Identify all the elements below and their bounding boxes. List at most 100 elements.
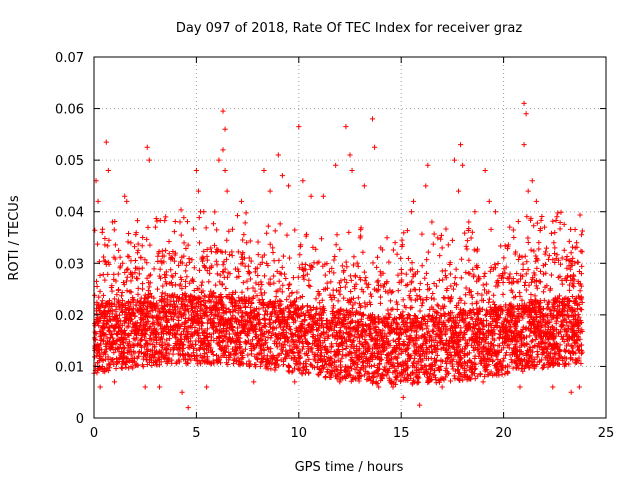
data-point: [566, 263, 572, 269]
data-point: [486, 296, 493, 302]
data-point: [405, 358, 411, 364]
data-point: [341, 323, 347, 330]
data-point: [281, 271, 288, 277]
data-point: [384, 278, 390, 285]
data-point: [479, 297, 485, 303]
data-point: [464, 238, 471, 244]
data-point: [576, 384, 582, 390]
data-point: [375, 278, 381, 284]
data-point: [568, 226, 574, 232]
data-point: [275, 152, 281, 158]
data-point: [292, 354, 298, 361]
data-point: [362, 345, 368, 351]
data-point: [119, 307, 125, 313]
data-point: [523, 352, 529, 359]
data-point: [286, 364, 292, 371]
data-point: [561, 296, 567, 302]
data-point: [301, 276, 307, 282]
data-point: [111, 271, 117, 277]
data-point: [529, 339, 535, 345]
data-point: [553, 326, 560, 333]
data-point: [322, 347, 328, 353]
data-point: [434, 331, 440, 337]
data-point: [164, 319, 170, 326]
data-point: [271, 258, 277, 264]
data-point: [259, 360, 265, 366]
data-point: [122, 193, 128, 199]
data-point: [487, 304, 493, 310]
data-point: [342, 338, 348, 344]
data-point: [424, 256, 430, 263]
data-point: [212, 312, 218, 319]
data-point: [204, 320, 211, 326]
data-point: [229, 335, 236, 341]
data-point: [320, 193, 326, 199]
data-point: [547, 312, 554, 318]
data-point: [96, 307, 102, 313]
data-point: [333, 242, 339, 248]
data-point: [504, 368, 511, 374]
data-point: [212, 307, 218, 313]
data-point: [570, 255, 576, 261]
data-point: [255, 318, 262, 324]
data-point: [507, 311, 513, 318]
data-point: [527, 333, 533, 339]
data-point: [535, 257, 541, 263]
data-point: [402, 374, 408, 381]
data-point: [426, 286, 433, 292]
data-point: [373, 354, 379, 361]
data-point: [145, 300, 151, 306]
data-point: [407, 355, 413, 361]
data-point: [224, 188, 230, 194]
data-point: [409, 260, 415, 266]
data-point: [261, 315, 267, 321]
data-point: [187, 280, 193, 286]
data-point: [273, 294, 279, 300]
data-point: [388, 307, 394, 313]
data-point: [351, 345, 357, 351]
data-point: [299, 293, 305, 300]
data-point: [533, 309, 539, 315]
data-point: [378, 351, 384, 357]
data-point: [439, 337, 445, 344]
data-point: [223, 256, 230, 262]
data-point: [421, 348, 427, 354]
data-point: [196, 318, 202, 325]
data-point: [247, 309, 253, 316]
data-point: [270, 330, 276, 336]
data-point: [185, 242, 191, 248]
data-point: [132, 265, 139, 271]
data-point: [449, 237, 456, 243]
data-point: [200, 320, 206, 326]
data-point: [137, 320, 144, 326]
data-point: [273, 308, 279, 314]
data-point: [426, 312, 432, 318]
data-point: [250, 285, 256, 291]
data-point: [221, 310, 227, 316]
data-point: [524, 259, 530, 265]
data-point: [200, 255, 206, 261]
data-point: [213, 282, 219, 288]
data-point: [196, 267, 203, 274]
data-point: [103, 139, 109, 145]
data-point: [347, 152, 353, 158]
data-point: [443, 323, 449, 330]
data-point: [283, 275, 289, 282]
data-point: [439, 384, 445, 390]
data-point: [162, 341, 168, 347]
data-point: [377, 269, 383, 275]
data-point: [468, 315, 474, 321]
data-point: [123, 317, 129, 323]
data-point: [515, 256, 522, 263]
data-point: [216, 157, 222, 163]
data-point: [468, 335, 474, 341]
data-point: [313, 296, 319, 302]
data-point: [536, 278, 542, 284]
data-points: [91, 100, 585, 411]
data-point: [477, 327, 483, 333]
data-point: [502, 364, 509, 370]
data-point: [502, 330, 509, 336]
data-point: [365, 376, 371, 382]
data-point: [437, 338, 444, 344]
data-point: [506, 342, 512, 348]
